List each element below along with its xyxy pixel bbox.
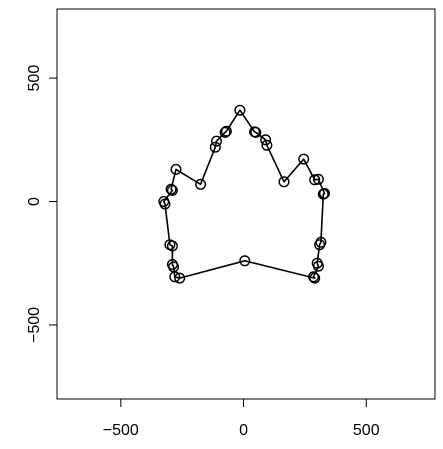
- y-tick-label: −500: [26, 307, 43, 343]
- data-point: [210, 135, 222, 147]
- y-axis: −500 0 500: [26, 65, 58, 343]
- data-point: [309, 272, 321, 284]
- data-point: [250, 126, 262, 138]
- data-point: [158, 195, 170, 207]
- data-point: [261, 139, 273, 151]
- data-point: [166, 240, 178, 252]
- y-tick-label: 500: [26, 65, 43, 92]
- data-point: [312, 173, 324, 185]
- plot-box: [56, 8, 436, 400]
- data-point: [298, 153, 310, 165]
- data-point: [260, 134, 272, 146]
- data-point: [234, 104, 246, 116]
- series-line: [163, 109, 326, 279]
- series-layer: [163, 109, 326, 279]
- points-layer: [158, 104, 331, 284]
- data-point: [309, 174, 321, 186]
- data-point: [166, 259, 178, 271]
- data-point: [317, 188, 329, 200]
- data-point: [170, 163, 182, 175]
- x-tick-label: −500: [103, 422, 139, 439]
- data-point: [314, 239, 326, 251]
- x-axis: −500 0 500: [103, 398, 380, 439]
- x-tick-label: 500: [353, 422, 380, 439]
- data-point: [209, 141, 221, 153]
- data-point: [239, 255, 251, 267]
- data-point: [312, 260, 324, 272]
- data-point: [278, 176, 290, 188]
- data-point: [220, 125, 232, 137]
- data-point: [174, 272, 186, 284]
- data-point: [308, 271, 320, 283]
- x-tick-label: 0: [239, 422, 248, 439]
- data-point: [166, 184, 178, 196]
- data-point: [164, 239, 176, 251]
- data-point: [315, 236, 327, 248]
- data-point: [219, 126, 231, 138]
- data-point: [165, 183, 177, 195]
- y-tick-label: 0: [26, 197, 43, 206]
- data-point: [195, 178, 207, 190]
